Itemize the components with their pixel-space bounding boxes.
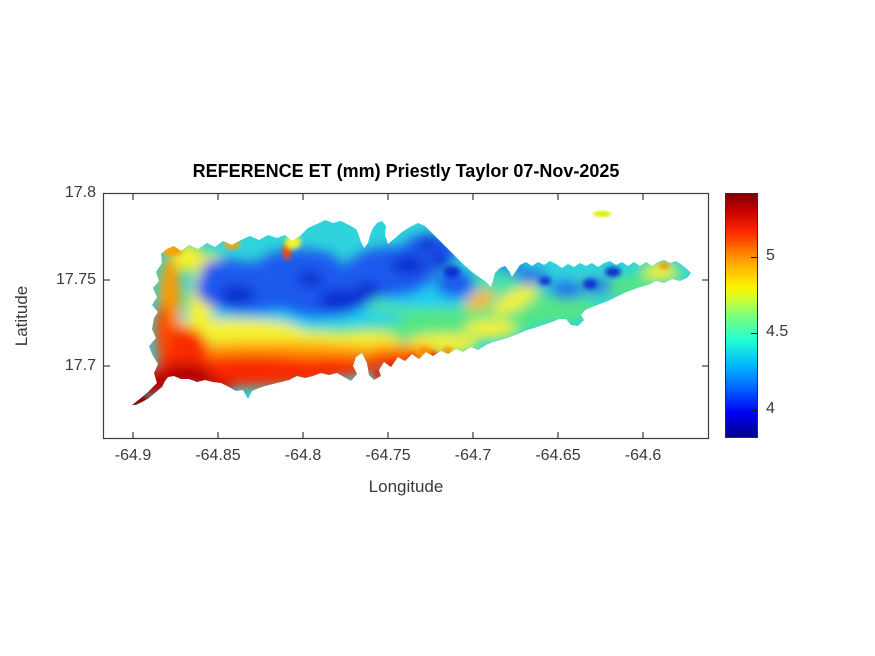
x-tick-label: -64.7 (454, 447, 492, 464)
colorbar-tick (751, 410, 757, 411)
x-tick-label: -64.75 (365, 447, 411, 464)
colorbar-tick (751, 257, 757, 258)
x-tick-label: -64.9 (114, 447, 152, 464)
island-et-field (132, 220, 691, 405)
colorbar (725, 193, 758, 438)
x-tick-label: -64.85 (195, 447, 241, 464)
y-axis-label: Latitude (12, 285, 31, 347)
x-tick-label: -64.6 (624, 447, 662, 464)
colorbar-tick-label: 4.5 (766, 323, 789, 340)
colorbar-tick-label: 4 (766, 400, 775, 417)
y-tick-label: 17.7 (64, 357, 96, 374)
colorbar-tick (751, 333, 757, 334)
x-axis-label: Longitude (368, 477, 444, 496)
colorbar-tick-label: 5 (766, 247, 775, 264)
plot-title: REFERENCE ET (mm) Priestly Taylor 07-Nov… (192, 161, 620, 181)
offshore-cay (593, 211, 611, 217)
y-tick-label: 17.75 (55, 271, 96, 288)
x-tick-label: -64.65 (535, 447, 581, 464)
x-tick-label: -64.8 (284, 447, 322, 464)
axes-box (102, 192, 710, 440)
y-tick-label: 17.8 (64, 184, 96, 201)
axis-ticks (104, 194, 708, 438)
